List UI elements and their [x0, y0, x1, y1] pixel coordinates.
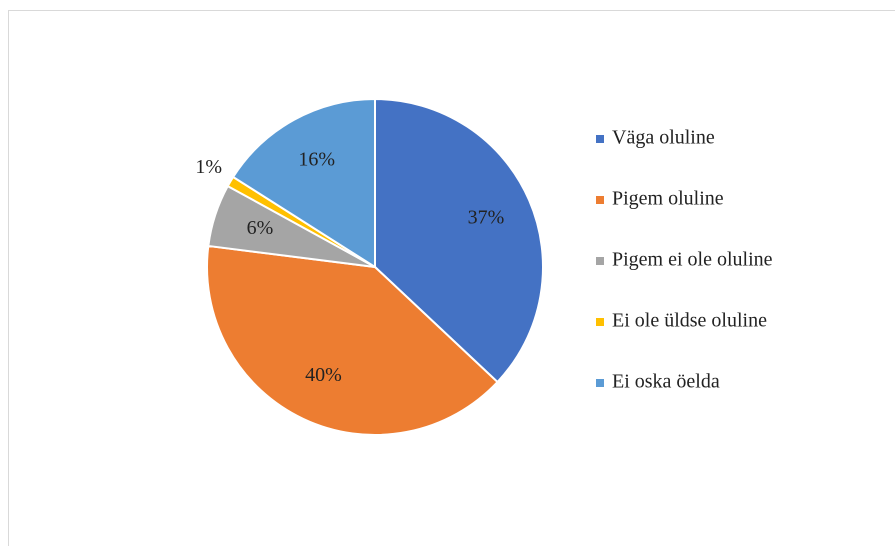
legend-swatch [596, 257, 604, 265]
legend-swatch [596, 135, 604, 143]
data-label: 16% [298, 149, 335, 171]
legend-swatch [596, 379, 604, 387]
legend-label: Väga oluline [612, 127, 715, 149]
data-label: 40% [305, 364, 342, 386]
pie-slice [231, 97, 376, 269]
pie-slice [374, 97, 544, 384]
data-label: 37% [468, 207, 505, 229]
data-label: 6% [247, 217, 274, 239]
legend-swatch [596, 196, 604, 204]
legend-label: Pigem ei ole oluline [612, 249, 773, 271]
pie-slice [206, 244, 499, 436]
legend-label: Ei ole üldse oluline [612, 310, 767, 332]
legend-swatch [596, 318, 604, 326]
legend-label: Pigem oluline [612, 188, 724, 210]
data-label: 1% [195, 156, 222, 178]
legend-label: Ei oska öelda [612, 371, 720, 393]
